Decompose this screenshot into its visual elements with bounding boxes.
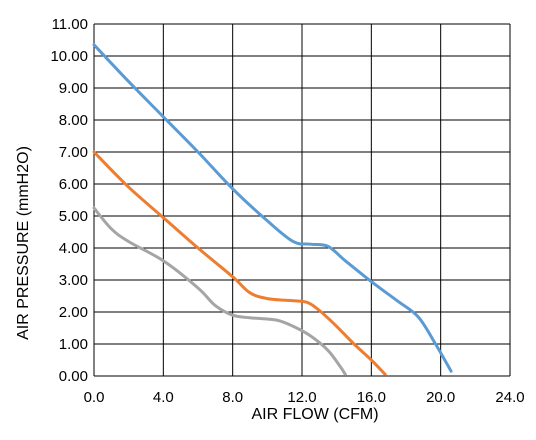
y-tick-label: 5.00 <box>59 208 88 225</box>
y-tick-label: 6.00 <box>59 176 88 193</box>
x-tick-label: 12.0 <box>287 389 316 406</box>
series-lines <box>92 43 453 376</box>
y-tick-label: 0.00 <box>59 368 88 385</box>
x-tick-label: 4.0 <box>153 389 174 406</box>
y-tick-labels: 0.00 1.00 2.00 3.00 4.00 5.00 6.00 7.00 8.00 9.00… <box>50 16 88 385</box>
y-tick-label: 2.00 <box>59 304 88 321</box>
x-tick-label: 8.0 <box>222 389 243 406</box>
y-tick-label: 11.00 <box>52 16 88 33</box>
series-line-blue <box>92 43 453 373</box>
x-tick-label: 16.0 <box>357 389 386 406</box>
x-tick-label: 24.0 <box>495 389 524 406</box>
y-axis-title: AIR PRESSURE (mmH2O) <box>15 146 32 340</box>
grid-lines <box>93 23 511 377</box>
y-tick-label: 1.00 <box>59 336 88 353</box>
y-tick-label: 8.00 <box>59 112 88 129</box>
series-line-gray <box>92 206 347 376</box>
series-line-orange <box>92 150 387 376</box>
y-tick-label: 9.00 <box>59 80 88 97</box>
x-tick-label: 0.0 <box>84 389 105 406</box>
y-tick-label: 4.00 <box>59 240 88 257</box>
x-tick-labels: 0.0 4.0 8.0 12.0 16.0 20.0 24.0 <box>84 389 525 406</box>
x-axis-title: AIR FLOW (CFM) <box>251 406 378 423</box>
x-tick-label: 20.0 <box>426 389 455 406</box>
y-tick-label: 10.00 <box>50 48 88 65</box>
y-tick-label: 3.00 <box>59 272 88 289</box>
y-tick-label: 7.00 <box>59 144 88 161</box>
